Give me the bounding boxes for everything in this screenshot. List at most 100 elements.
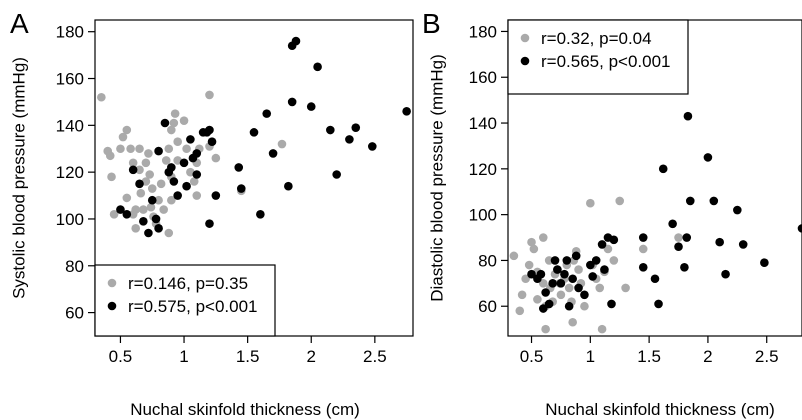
data-point-black xyxy=(588,272,597,281)
data-point-black xyxy=(733,205,742,215)
data-point-black xyxy=(139,217,148,226)
data-point-black xyxy=(650,274,660,284)
data-point-grey xyxy=(135,144,144,154)
data-point-black xyxy=(154,224,163,233)
legend-label: r=0.575, p<0.001 xyxy=(128,297,258,316)
y-tick-label: 100 xyxy=(469,206,497,225)
data-point-grey xyxy=(603,244,613,254)
data-point-grey xyxy=(189,177,199,186)
legend-label: r=0.32, p=0.04 xyxy=(541,29,652,48)
data-point-grey xyxy=(136,188,146,198)
y-tick-label: 80 xyxy=(65,257,84,276)
data-point-black xyxy=(154,146,163,156)
data-point-grey xyxy=(544,256,554,265)
data-point-black xyxy=(658,164,668,174)
data-point-grey xyxy=(116,144,125,154)
x-tick-label: 2.5 xyxy=(755,347,779,366)
data-point-black xyxy=(326,125,335,135)
data-point-black xyxy=(682,233,692,242)
data-point-black xyxy=(680,263,689,272)
legend-marker xyxy=(520,56,530,66)
y-tick-label: 120 xyxy=(469,160,497,179)
data-point-grey xyxy=(621,283,630,293)
data-point-black xyxy=(268,149,278,158)
data-point-black xyxy=(122,209,132,219)
data-point-black xyxy=(591,256,601,265)
data-point-black xyxy=(236,184,246,193)
x-axis-label: Nuchal skinfold thickness (cm) xyxy=(130,400,360,419)
plot-area: 60 80 100 120 140 160 180 0.5 1 1.5 2 2.5 r=0.146, p… xyxy=(56,19,414,366)
data-point-black xyxy=(332,170,341,179)
y-tick-label: 80 xyxy=(478,251,497,270)
data-point-grey xyxy=(524,260,534,270)
data-point-grey xyxy=(161,156,171,165)
data-point-black xyxy=(291,36,301,46)
y-axis-label: Systolic blood pressure (mmHg) xyxy=(9,57,28,299)
data-point-black xyxy=(351,123,361,132)
data-point-black xyxy=(564,301,574,311)
x-tick-label: 1 xyxy=(179,347,188,366)
data-point-black xyxy=(548,279,557,288)
data-point-black xyxy=(571,251,581,261)
data-point-grey xyxy=(527,237,536,247)
y-tick-label: 60 xyxy=(65,304,84,323)
data-point-black xyxy=(586,260,595,270)
data-point-grey xyxy=(574,265,583,274)
data-point-grey xyxy=(122,125,132,135)
data-point-grey xyxy=(154,195,163,205)
data-point-grey xyxy=(135,165,144,175)
data-point-black xyxy=(544,299,554,309)
data-point-grey xyxy=(97,92,106,102)
legend-marker xyxy=(107,278,117,288)
panel-a-systolic-scatter: A Systolic blood pressure (mmHg) Nuchal … xyxy=(9,8,414,419)
x-tick-label: 1.5 xyxy=(637,347,661,366)
data-point-black xyxy=(207,137,217,147)
x-tick-label: 2 xyxy=(307,347,316,366)
x-tick-label: 1.5 xyxy=(236,347,260,366)
data-point-grey xyxy=(541,324,550,334)
data-point-black xyxy=(580,290,589,300)
data-point-black xyxy=(668,219,677,229)
data-point-grey xyxy=(529,244,539,254)
data-point-black xyxy=(607,299,616,309)
data-point-black xyxy=(538,304,548,313)
data-point-black xyxy=(313,62,322,72)
y-tick-label: 140 xyxy=(469,114,497,133)
data-point-grey xyxy=(147,184,157,193)
data-point-grey xyxy=(182,144,191,154)
data-point-grey xyxy=(105,151,115,161)
data-point-black xyxy=(683,111,693,121)
data-point-grey xyxy=(595,283,605,293)
y-tick-label: 180 xyxy=(56,23,84,42)
data-point-black xyxy=(147,195,157,205)
data-point-black xyxy=(211,191,221,200)
data-point-black xyxy=(284,181,293,191)
data-point-black xyxy=(597,240,607,249)
x-tick-label: 2.5 xyxy=(363,347,387,366)
data-point-black xyxy=(182,181,191,191)
data-point-black xyxy=(715,237,724,247)
data-point-black xyxy=(560,269,569,279)
data-point-black xyxy=(160,118,170,128)
data-point-black xyxy=(173,191,182,200)
data-point-grey xyxy=(159,205,168,214)
x-tick-label: 2 xyxy=(703,347,712,366)
data-point-grey xyxy=(146,202,156,212)
legend-label: r=0.146, p=0.35 xyxy=(128,274,248,293)
y-tick-label: 60 xyxy=(478,297,497,316)
data-point-black xyxy=(574,283,583,293)
data-point-grey xyxy=(277,139,287,149)
legend-marker xyxy=(520,33,530,43)
data-point-black xyxy=(402,106,411,116)
data-point-black xyxy=(205,219,214,228)
legend-marker xyxy=(107,301,117,311)
data-point-black xyxy=(562,256,572,265)
legend: r=0.146, p=0.35 r=0.575, p<0.001 xyxy=(94,264,276,337)
legend-box xyxy=(507,19,689,95)
data-point-black xyxy=(721,269,730,279)
data-point-grey xyxy=(167,195,176,205)
panel-label: A xyxy=(10,8,29,39)
data-point-black xyxy=(205,125,214,135)
data-point-grey xyxy=(109,209,119,219)
data-point-grey xyxy=(141,158,151,168)
